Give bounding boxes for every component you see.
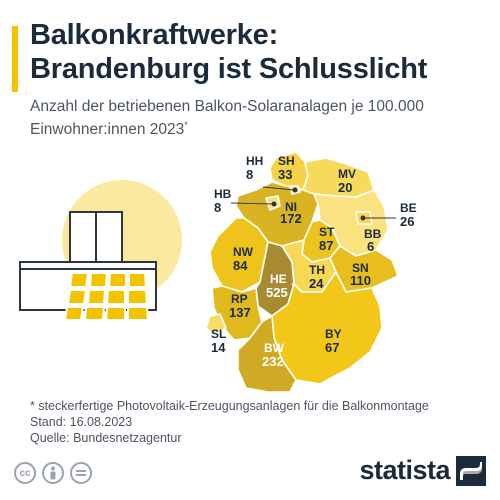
creative-commons-icon[interactable]: cc — [14, 462, 36, 484]
state-SL — [205, 313, 227, 335]
label-value-NI: 172 — [280, 211, 302, 226]
label-value-BB: 6 — [367, 239, 374, 254]
label-value-HB: 8 — [214, 200, 221, 215]
label-value-BY: 67 — [325, 340, 339, 355]
label-value-TH: 24 — [309, 276, 324, 291]
label-code-HH: HH — [246, 154, 263, 168]
label-code-SH: SH — [278, 154, 295, 168]
label-code-NI: NI — [285, 200, 297, 214]
label-value-SH: 33 — [278, 167, 292, 182]
subtitle-text: Anzahl der betriebenen Balkon-Solaranala… — [30, 98, 424, 139]
label-code-SN: SN — [352, 261, 369, 275]
chart-subtitle: Anzahl der betriebenen Balkon-Solaranala… — [30, 97, 480, 139]
solar-panel — [63, 272, 150, 321]
data-date: Stand: 16.08.2023 — [30, 415, 133, 429]
label-value-RP: 137 — [229, 305, 251, 320]
label-code-BB: BB — [364, 227, 382, 241]
data-source: Quelle: Bundesnetzagentur — [30, 431, 182, 445]
balcony-illustration — [19, 180, 182, 321]
footnote-block: * steckerfertige Photovoltaik-Erzeugungs… — [30, 398, 429, 446]
label-value-ST: 87 — [319, 238, 333, 253]
label-code-ST: ST — [319, 225, 335, 239]
footnote-text: * steckerfertige Photovoltaik-Erzeugungs… — [30, 399, 429, 413]
label-code-NW: NW — [233, 245, 254, 259]
label-code-BE: BE — [400, 201, 417, 215]
label-value-MV: 20 — [338, 180, 352, 195]
label-code-TH: TH — [309, 263, 325, 277]
label-code-MV: MV — [338, 167, 356, 181]
label-code-RP: RP — [231, 292, 248, 306]
attribution-icon[interactable] — [42, 462, 64, 484]
chart-title: Balkonkraftwerke: Brandenburg ist Schlus… — [30, 18, 490, 86]
label-code-HB: HB — [214, 187, 232, 201]
label-code-BW: BW — [264, 341, 285, 355]
label-code-HE: HE — [270, 272, 287, 286]
label-code-SL: SL — [211, 327, 226, 341]
label-value-NW: 84 — [233, 258, 248, 273]
state-BW — [237, 315, 297, 393]
label-value-SL: 14 — [211, 340, 226, 355]
label-value-BE: 26 — [400, 214, 414, 229]
label-value-HH: 8 — [246, 167, 253, 182]
statista-logo[interactable]: statista — [359, 455, 486, 486]
label-value-SN: 110 — [350, 273, 371, 288]
title-accent-bar — [12, 26, 18, 92]
brand-wordmark: statista — [359, 455, 450, 485]
title-line-1: Balkonkraftwerke: — [30, 19, 279, 51]
label-code-BY: BY — [325, 327, 342, 341]
statista-logo-icon — [456, 455, 486, 486]
subtitle-footnote-mark: * — [184, 120, 188, 130]
license-icons: cc — [14, 462, 92, 484]
label-value-HE: 525 — [266, 285, 288, 300]
label-value-BW: 232 — [262, 354, 284, 369]
title-line-2: Brandenburg ist Schlusslicht — [30, 53, 428, 85]
no-derivatives-icon[interactable] — [70, 462, 92, 484]
